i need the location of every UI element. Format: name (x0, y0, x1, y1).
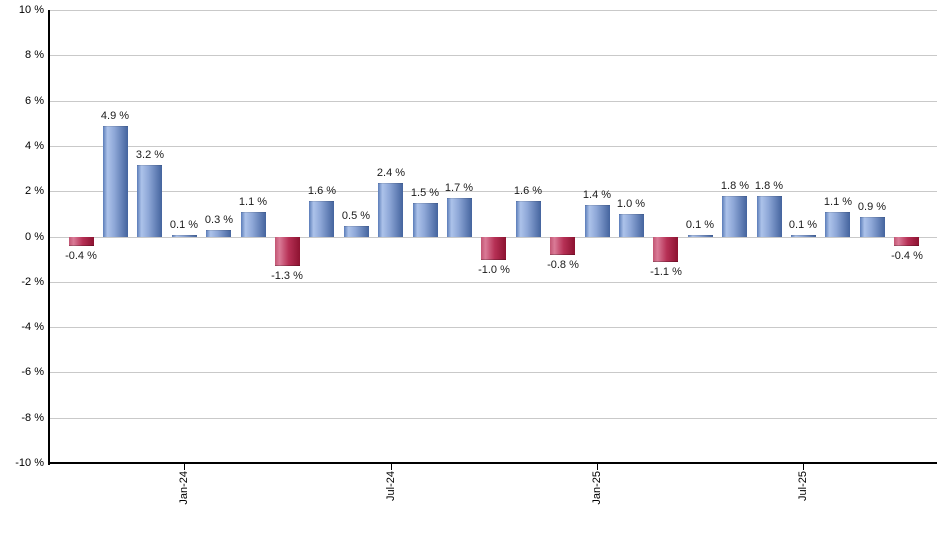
bar-positive (757, 196, 782, 237)
gridline (48, 327, 937, 328)
bar-positive (103, 126, 128, 237)
bar-value-label: -1.0 % (478, 264, 510, 276)
x-axis-tick-label: Jul-24 (385, 471, 397, 501)
bar-value-label: 1.0 % (616, 198, 646, 210)
gridline (48, 282, 937, 283)
x-axis-tick (803, 463, 804, 470)
bar-positive (860, 217, 885, 237)
bar-negative (550, 237, 575, 255)
bar-negative (894, 237, 919, 246)
bar-value-label: 4.9 % (100, 110, 130, 122)
x-axis-tick (184, 463, 185, 470)
bar-value-label: 0.3 % (204, 214, 234, 226)
bar-value-label: 0.1 % (169, 219, 199, 231)
y-axis-tick-label: 10 % (18, 4, 44, 16)
bar-value-label: 3.2 % (135, 149, 165, 161)
bar-value-label: 1.7 % (444, 182, 474, 194)
bar-value-label: 1.8 % (720, 180, 750, 192)
y-axis-tick-label: -6 % (21, 366, 44, 378)
gridline (48, 191, 937, 192)
y-axis-tick-label: 0 % (25, 231, 44, 243)
bar-positive (309, 201, 334, 237)
bar-value-label: 1.6 % (307, 185, 337, 197)
bar-value-label: -0.4 % (891, 250, 923, 262)
bar-positive (447, 198, 472, 237)
bar-value-label: 1.5 % (410, 187, 440, 199)
bar-positive (825, 212, 850, 237)
y-axis-tick-label: 8 % (25, 49, 44, 61)
bar-positive (413, 203, 438, 237)
bar-positive (585, 205, 610, 237)
x-axis-tick-label: Jan-25 (591, 471, 603, 505)
bar-positive (619, 214, 644, 237)
bar-value-label: -1.3 % (271, 270, 303, 282)
gridline (48, 146, 937, 147)
bar-value-label: -0.8 % (547, 259, 579, 271)
bar-value-label: -0.4 % (65, 250, 97, 262)
bar-value-label: 1.1 % (823, 196, 853, 208)
bar-positive (172, 235, 197, 237)
bar-positive (688, 235, 713, 237)
bar-positive (137, 165, 162, 237)
x-axis-line (48, 462, 937, 464)
y-axis-tick-label: -10 % (15, 457, 44, 469)
gridline (48, 55, 937, 56)
bar-positive (206, 230, 231, 237)
x-axis-tick-label: Jan-24 (178, 471, 190, 505)
bar-positive (516, 201, 541, 237)
bar-positive (241, 212, 266, 237)
y-axis-tick-label: -2 % (21, 276, 44, 288)
bar-value-label: 1.4 % (582, 189, 612, 201)
bar-positive (722, 196, 747, 237)
bar-positive (791, 235, 816, 237)
x-axis-tick-label: Jul-25 (797, 471, 809, 501)
gridline (48, 418, 937, 419)
y-axis-tick-label: -4 % (21, 321, 44, 333)
bar-value-label: 0.5 % (341, 210, 371, 222)
y-axis-tick-label: 6 % (25, 95, 44, 107)
y-axis-line (48, 10, 50, 465)
bar-value-label: 1.8 % (754, 180, 784, 192)
bar-negative (653, 237, 678, 262)
bar-negative (69, 237, 94, 246)
y-axis-tick-label: -8 % (21, 412, 44, 424)
bar-value-label: 1.1 % (238, 196, 268, 208)
y-axis-tick-label: 2 % (25, 185, 44, 197)
gridline (48, 101, 937, 102)
bar-positive (344, 226, 369, 237)
bar-value-label: 1.6 % (513, 185, 543, 197)
bar-value-label: 0.9 % (857, 201, 887, 213)
gridline (48, 372, 937, 373)
bar-negative (275, 237, 300, 266)
bar-positive (378, 183, 403, 237)
x-axis-tick (597, 463, 598, 470)
bar-value-label: 2.4 % (376, 167, 406, 179)
bar-value-label: -1.1 % (650, 266, 682, 278)
bar-value-label: 0.1 % (788, 219, 818, 231)
y-axis-tick-label: 4 % (25, 140, 44, 152)
x-axis-tick (391, 463, 392, 470)
gridline (48, 10, 937, 11)
bar-value-label: 0.1 % (685, 219, 715, 231)
bar-negative (481, 237, 506, 260)
